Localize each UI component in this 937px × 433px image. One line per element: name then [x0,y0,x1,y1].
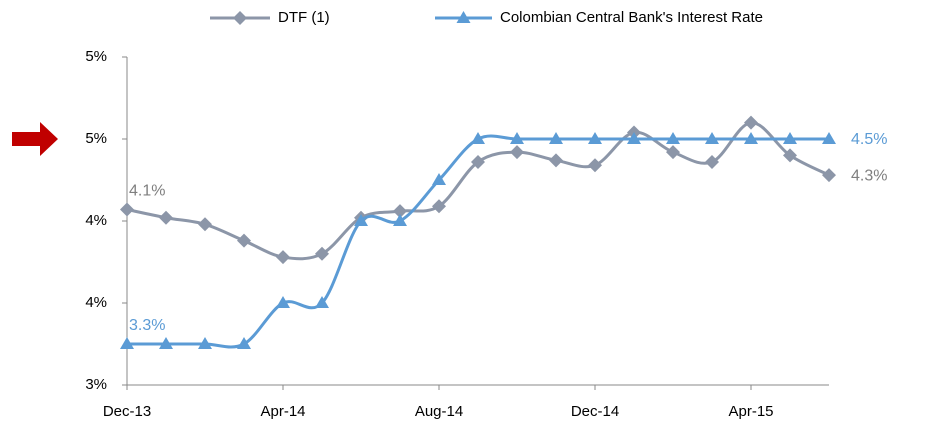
triangle-marker [627,132,641,144]
triangle-marker [354,214,368,226]
y-tick-label: 3% [85,376,107,393]
y-tick-label: 4% [85,212,107,229]
triangle-marker [276,296,290,308]
x-tick-label: Apr-14 [260,403,305,420]
x-tick-label: Dec-14 [571,403,619,420]
x-tick-label: Dec-13 [103,403,151,420]
diamond-marker [822,168,836,183]
data-label: 4.1% [129,183,165,200]
diamond-marker [471,154,485,169]
diamond-marker [315,246,329,261]
diamond-marker [432,199,446,214]
x-tick-label: Apr-15 [728,403,773,420]
triangle-marker [744,132,758,144]
diamond-marker [276,250,290,265]
diamond-marker [159,210,173,225]
y-tick-label: 5% [85,130,107,147]
triangle-marker [588,132,602,144]
triangle-marker [456,11,471,23]
diamond-marker [510,145,524,160]
triangle-marker [666,132,680,144]
triangle-marker [315,296,329,308]
diamond-marker [233,11,247,25]
diamond-marker [120,202,134,217]
diamond-marker [705,154,719,169]
diamond-marker [549,153,563,168]
triangle-marker [198,337,212,349]
diamond-marker [744,115,758,130]
triangle-marker [822,132,836,144]
triangle-marker [393,214,407,226]
diamond-marker [393,204,407,219]
triangle-marker [237,337,251,349]
y-tick-label: 5% [85,48,107,65]
diamond-marker [783,148,797,163]
diamond-marker [198,217,212,232]
diamond-marker [588,158,602,173]
legend-label: DTF (1) [278,9,330,26]
triangle-marker [705,132,719,144]
triangle-marker [159,337,173,349]
legend-label: Colombian Central Bank's Interest Rate [500,9,763,26]
diamond-marker [666,145,680,160]
data-label: 4.5% [851,131,887,148]
data-label: 4.3% [851,167,887,184]
triangle-marker [549,132,563,144]
triangle-marker [120,337,134,349]
triangle-marker [783,132,797,144]
diamond-marker [237,233,251,248]
triangle-marker [432,173,446,185]
arrow [12,122,58,156]
triangle-marker [510,132,524,144]
x-tick-label: Aug-14 [415,403,463,420]
y-tick-label: 4% [85,294,107,311]
data-label: 3.3% [129,317,165,334]
triangle-marker [471,132,485,144]
